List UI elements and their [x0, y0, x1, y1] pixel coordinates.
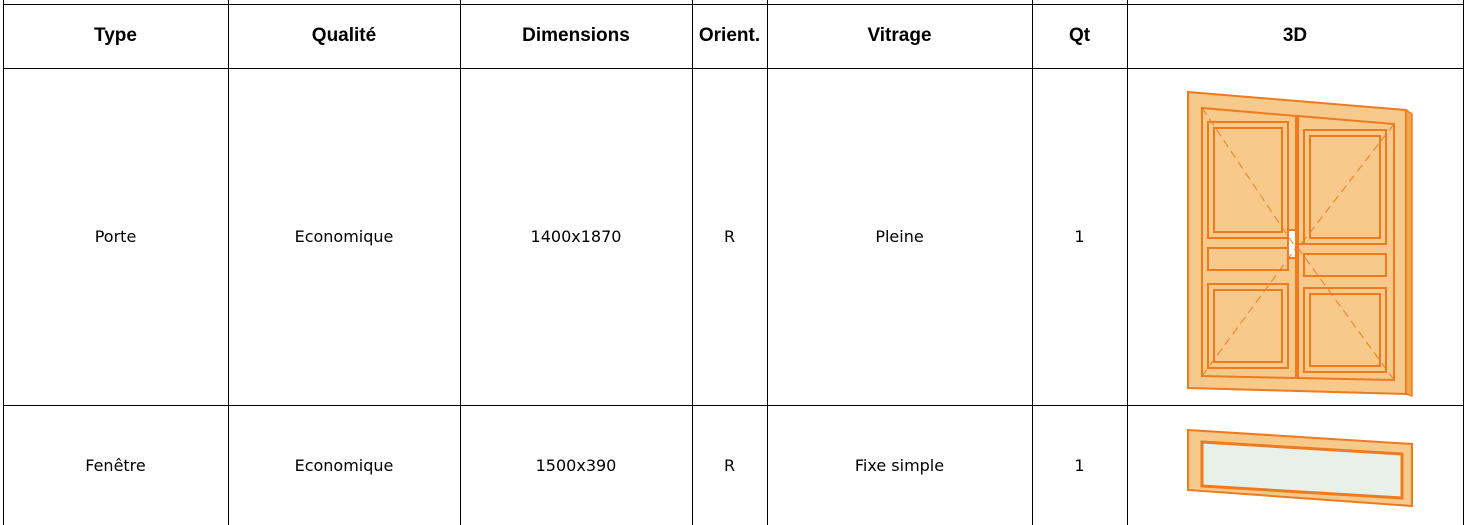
column-border	[1032, 0, 1033, 525]
row-border	[3, 68, 1464, 69]
table-cell: R	[723, 227, 736, 246]
table-cell: Economique	[294, 227, 394, 246]
door-3d	[1187, 90, 1413, 398]
table-cell: 1	[1074, 227, 1085, 246]
column-border	[1463, 0, 1464, 525]
table-cell: Pleine	[875, 227, 924, 246]
table-cell: R	[723, 455, 736, 475]
header-cell: Qt	[1068, 25, 1091, 46]
table-cell: Economique	[294, 455, 394, 475]
header-cell: 3D	[1282, 25, 1308, 46]
header-cell: Vitrage	[867, 25, 932, 46]
table-cell: 1500x390	[535, 455, 617, 475]
table-cell: Fixe simple	[854, 455, 945, 475]
column-border	[228, 0, 229, 525]
row-border	[3, 405, 1464, 406]
column-border	[460, 0, 461, 525]
column-border	[1127, 0, 1128, 525]
column-border	[767, 0, 768, 525]
table-cell: 1	[1074, 455, 1085, 475]
table-cell: Fenêtre	[85, 455, 146, 475]
header-cell: Type	[94, 25, 137, 46]
header-cell: Qualité	[311, 25, 377, 46]
header-cell: Orient.	[698, 25, 761, 46]
row-border	[3, 4, 1464, 5]
header-cell: Dimensions	[522, 25, 630, 46]
column-border	[3, 0, 4, 525]
table-cell: 1400x1870	[530, 227, 622, 246]
column-border	[692, 0, 693, 525]
window-3d	[1187, 428, 1413, 508]
table-cell: Porte	[94, 227, 137, 246]
